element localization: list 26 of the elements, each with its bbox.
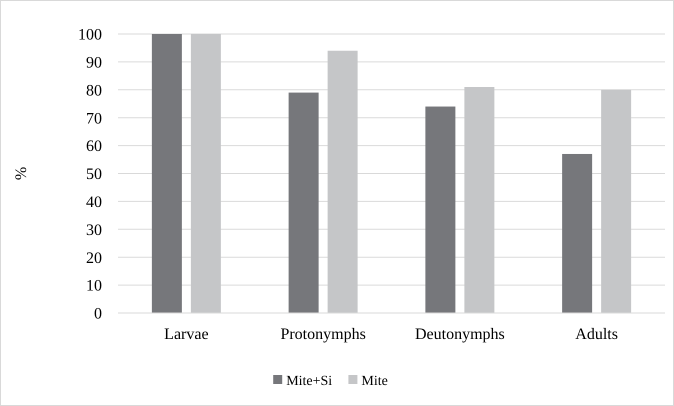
bar (328, 50, 358, 313)
legend-label: Mite+Si (286, 374, 332, 389)
y-tick-label: 10 (86, 278, 102, 295)
x-tick-label: Deutonymphs (414, 326, 505, 343)
bar (152, 34, 182, 313)
x-tick-label: Adults (575, 326, 618, 343)
y-tick-label: 0 (94, 306, 102, 323)
y-axis-title: % (13, 166, 30, 180)
x-tick-label: Protonymphs (280, 326, 366, 343)
y-tick-label: 50 (86, 166, 102, 184)
bar (288, 92, 319, 313)
bar (425, 106, 456, 313)
y-tick-label: 30 (86, 222, 102, 239)
x-tick-label: Larvae (164, 326, 209, 343)
y-tick-label: 70 (86, 110, 102, 128)
y-tick-label: 80 (86, 82, 102, 100)
bar (190, 34, 221, 313)
bar (464, 87, 494, 313)
bar (601, 90, 632, 313)
y-tick-label: 60 (86, 138, 102, 156)
bar (562, 154, 592, 313)
y-tick-label: 90 (86, 54, 102, 72)
legend-label: Mite (361, 374, 388, 389)
y-tick-label: 40 (86, 194, 102, 211)
y-tick-label: 20 (86, 250, 102, 267)
y-tick-label: 100 (78, 26, 102, 44)
